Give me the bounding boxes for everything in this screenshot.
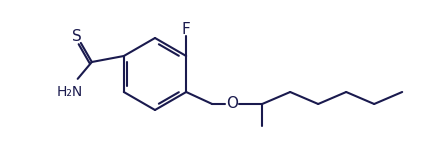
Text: F: F (182, 21, 190, 36)
Text: H₂N: H₂N (57, 85, 83, 99)
Text: O: O (226, 96, 238, 111)
Text: S: S (72, 29, 82, 44)
